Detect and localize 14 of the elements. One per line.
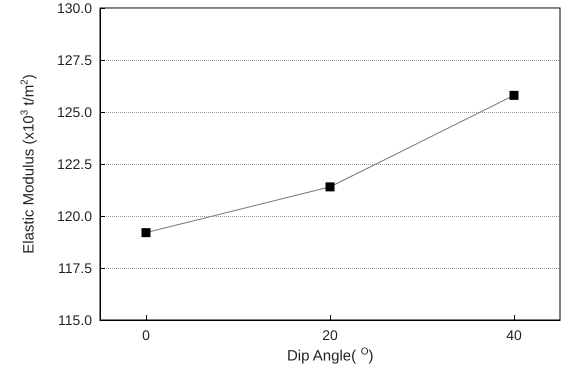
y-tick-label: 117.5 xyxy=(58,260,92,276)
y-tick-label: 125.0 xyxy=(56,104,92,120)
y-tick-label: 130.0 xyxy=(56,0,92,16)
y-tick-label: 120.0 xyxy=(56,208,92,224)
point xyxy=(326,182,334,192)
y-axis-title: Elastic Modulus (x103 t/m2) xyxy=(20,74,38,254)
point xyxy=(142,228,150,238)
point xyxy=(510,90,518,100)
x-tick-label: 20 xyxy=(322,327,338,343)
y-tick-label: 127.5 xyxy=(56,52,92,68)
y-tick-label: 122.5 xyxy=(56,156,92,172)
x-tick-label: 40 xyxy=(506,327,522,343)
y-tick-label: 115.0 xyxy=(58,312,92,328)
x-tick-label: 0 xyxy=(142,327,150,343)
